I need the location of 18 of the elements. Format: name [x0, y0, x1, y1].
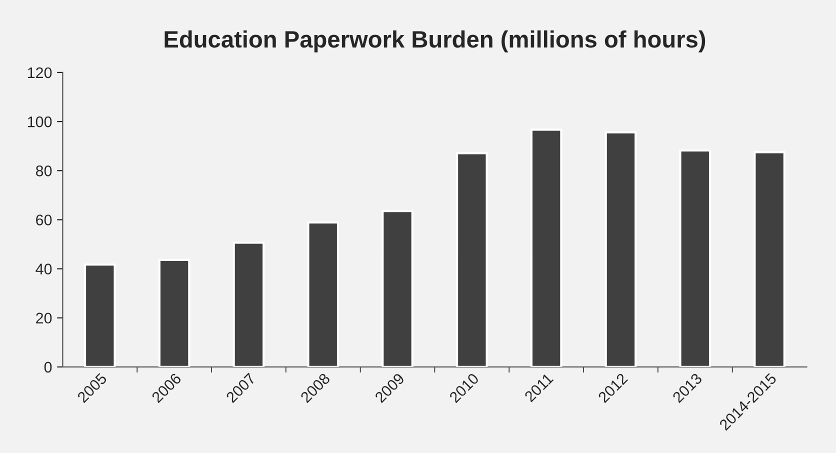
bar [456, 152, 488, 367]
bar [604, 131, 637, 367]
y-tick-label: 60 [36, 214, 52, 226]
bar [754, 151, 786, 367]
bar [232, 242, 265, 367]
bar [307, 221, 340, 367]
y-tick-label: 100 [28, 116, 52, 128]
bar [158, 258, 190, 367]
y-tick-label: 0 [44, 362, 52, 373]
y-tick-label: 20 [36, 312, 52, 324]
chart-title: Education Paperwork Burden (millions of hours) [164, 30, 706, 52]
bar [679, 149, 712, 367]
y-tick-label: 120 [28, 67, 52, 78]
bar [382, 210, 414, 367]
bar [84, 264, 116, 367]
bar [530, 128, 562, 367]
y-tick-label: 80 [36, 166, 52, 176]
y-tick-label: 40 [36, 264, 52, 274]
